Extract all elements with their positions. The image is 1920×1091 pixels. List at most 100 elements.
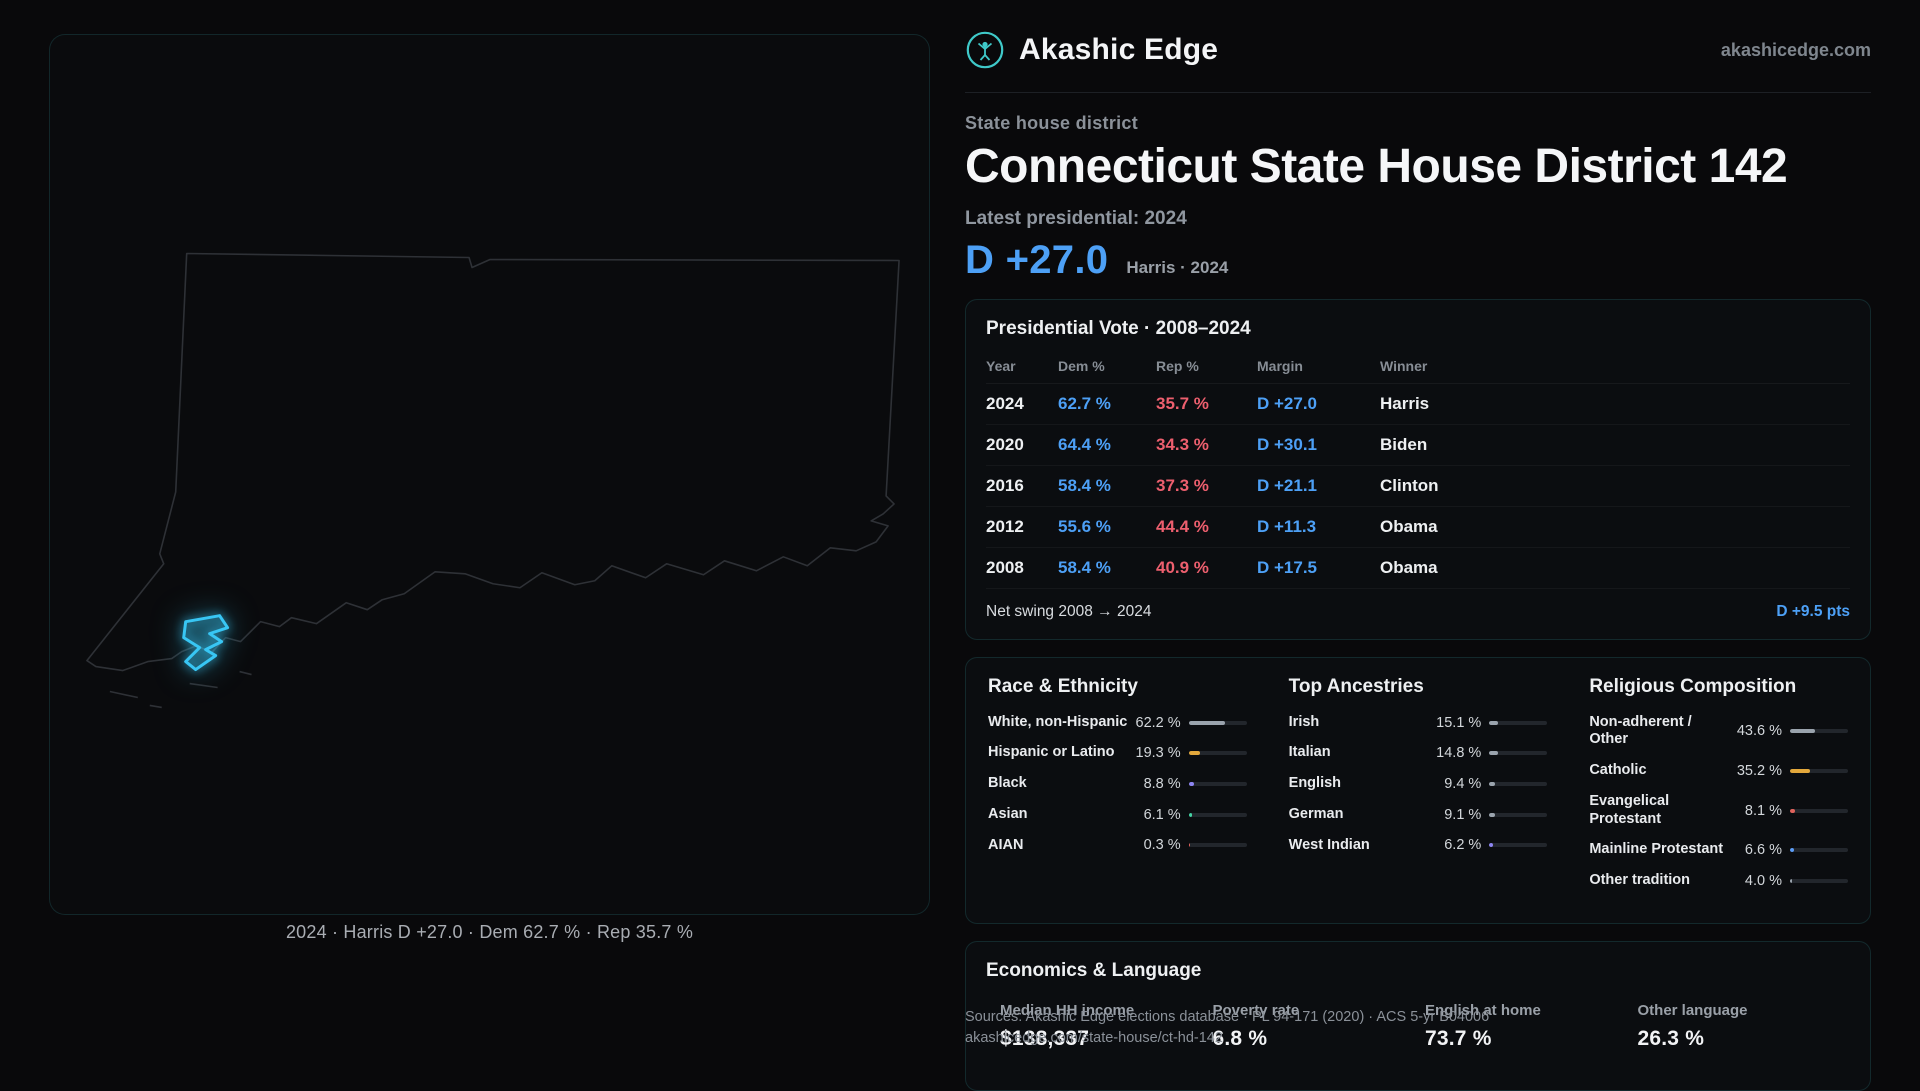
net-swing-row: Net swing 2008 → 2024 D +9.5 pts bbox=[986, 589, 1850, 621]
row-bar bbox=[1489, 843, 1548, 848]
race-row: White, non-Hispanic 62.2 % bbox=[988, 714, 1247, 732]
cell-winner: Harris bbox=[1380, 393, 1430, 413]
religion-row: Catholic 35.2 % bbox=[1589, 762, 1848, 780]
brand-domain-link[interactable]: akashicedge.com bbox=[1720, 39, 1871, 60]
row-value: 6.1 % bbox=[1143, 806, 1181, 823]
table-row: 2012 55.6 % 44.4 % D +11.3 Obama bbox=[986, 507, 1850, 548]
table-row: 2008 58.4 % 40.9 % D +17.5 Obama bbox=[986, 548, 1850, 589]
row-bar bbox=[1489, 751, 1548, 756]
row-value: 9.4 % bbox=[1444, 775, 1482, 792]
stat-label: Poverty rate bbox=[1212, 1001, 1300, 1019]
panel-title: Presidential Vote · 2008–2024 bbox=[986, 317, 1251, 339]
col-header-rep: Rep % bbox=[1156, 357, 1199, 374]
headline: D +27.0 Harris · 2024 bbox=[965, 238, 1871, 283]
latest-label: Latest presidential: 2024 bbox=[965, 207, 1187, 229]
row-label: Evangelical Protestant bbox=[1589, 792, 1670, 827]
religion-column: Religious Composition Non-adherent / Oth… bbox=[1589, 676, 1848, 903]
cell-margin: D +21.1 bbox=[1257, 475, 1318, 495]
cell-margin: D +30.1 bbox=[1257, 434, 1318, 454]
row-label: Mainline Protestant bbox=[1589, 841, 1724, 858]
row-bar bbox=[1789, 729, 1848, 734]
row-label: Asian bbox=[988, 805, 1028, 822]
coastal-island-dash bbox=[239, 670, 252, 676]
row-label: White, non-Hispanic bbox=[988, 713, 1128, 730]
row-label: Catholic bbox=[1589, 762, 1647, 779]
demographics-panel: Race & Ethnicity White, non-Hispanic 62.… bbox=[965, 656, 1871, 924]
race-ethnicity-column: Race & Ethnicity White, non-Hispanic 62.… bbox=[988, 676, 1247, 903]
ancestry-row: Irish 15.1 % bbox=[1289, 714, 1548, 732]
stat-value: 26.3 % bbox=[1637, 1026, 1705, 1050]
cell-year: 2008 bbox=[986, 557, 1024, 577]
row-value: 8.1 % bbox=[1744, 802, 1782, 819]
row-label: West Indian bbox=[1288, 836, 1370, 853]
race-row: Asian 6.1 % bbox=[988, 806, 1247, 824]
coastal-island-dash bbox=[109, 690, 138, 699]
stat-label: Other language bbox=[1637, 1001, 1748, 1019]
row-bar bbox=[1188, 751, 1247, 756]
stat-value: $138,337 bbox=[1000, 1026, 1090, 1050]
row-value: 6.6 % bbox=[1744, 842, 1782, 859]
net-swing-value: D +9.5 pts bbox=[1776, 602, 1850, 620]
column-title: Religious Composition bbox=[1589, 675, 1797, 697]
cell-dem: 64.4 % bbox=[1058, 434, 1111, 454]
stat-value: 6.8 % bbox=[1212, 1026, 1268, 1050]
ancestry-row: German 9.1 % bbox=[1289, 806, 1548, 824]
stat-median-income: Median HH income $138,337 bbox=[1000, 1002, 1213, 1051]
stat-label: English at home bbox=[1425, 1001, 1541, 1019]
table-row: 2016 58.4 % 37.3 % D +21.1 Clinton bbox=[986, 466, 1850, 507]
connecticut-map bbox=[86, 252, 900, 709]
permalink[interactable]: akashicedge.com/state-house/ct-hd-142 bbox=[965, 1030, 1223, 1046]
cell-rep: 40.9 % bbox=[1156, 557, 1209, 577]
row-bar bbox=[1789, 878, 1848, 883]
panel-title: Economics & Language bbox=[986, 959, 1202, 981]
presidential-vote-panel: Presidential Vote · 2008–2024 Year Dem %… bbox=[965, 298, 1871, 640]
stat-english-at-home: English at home 73.7 % bbox=[1425, 1002, 1638, 1051]
economics-panel: Economics & Language Median HH income $1… bbox=[965, 940, 1871, 1091]
row-bar bbox=[1188, 812, 1247, 817]
cell-year: 2024 bbox=[986, 393, 1024, 413]
cell-dem: 58.4 % bbox=[1058, 557, 1111, 577]
cell-winner: Obama bbox=[1380, 516, 1438, 536]
religion-row: Mainline Protestant 6.6 % bbox=[1589, 841, 1848, 859]
cell-rep: 37.3 % bbox=[1156, 475, 1209, 495]
stat-value: 73.7 % bbox=[1425, 1026, 1492, 1050]
row-bar bbox=[1789, 768, 1848, 773]
cell-winner: Biden bbox=[1380, 434, 1428, 454]
district-142-shape[interactable] bbox=[182, 614, 230, 672]
table-row: 2024 62.7 % 35.7 % D +27.0 Harris bbox=[986, 384, 1850, 425]
cell-rep: 35.7 % bbox=[1156, 393, 1209, 413]
headline-sub: Harris · 2024 bbox=[1126, 257, 1229, 277]
race-row: Hispanic or Latino 19.3 % bbox=[988, 744, 1247, 762]
religion-row: Non-adherent / Other 43.6 % bbox=[1589, 714, 1848, 749]
coastal-island-dash bbox=[149, 704, 162, 709]
ancestry-row: Italian 14.8 % bbox=[1289, 744, 1548, 762]
stat-label: Median HH income bbox=[1000, 1001, 1135, 1019]
row-label: AIAN bbox=[988, 836, 1024, 853]
district-map-panel bbox=[49, 34, 930, 915]
cell-rep: 44.4 % bbox=[1156, 516, 1209, 536]
row-value: 0.3 % bbox=[1143, 837, 1181, 854]
row-bar bbox=[1489, 720, 1548, 725]
brand-name: Akashic Edge bbox=[1019, 33, 1219, 66]
row-value: 4.0 % bbox=[1744, 872, 1782, 889]
row-value: 19.3 % bbox=[1135, 745, 1181, 762]
race-row: Black 8.8 % bbox=[988, 775, 1247, 793]
cell-dem: 55.6 % bbox=[1058, 516, 1111, 536]
row-bar bbox=[1789, 808, 1848, 813]
kicker: State house district bbox=[965, 113, 1139, 133]
row-value: 9.1 % bbox=[1444, 806, 1482, 823]
table-row: 2020 64.4 % 34.3 % D +30.1 Biden bbox=[986, 425, 1850, 466]
cell-winner: Clinton bbox=[1380, 475, 1439, 495]
col-header-winner: Winner bbox=[1380, 357, 1428, 374]
site-header: Akashic Edge akashicedge.com bbox=[965, 0, 1871, 70]
race-row: AIAN 0.3 % bbox=[988, 837, 1247, 855]
row-label: Irish bbox=[1288, 713, 1320, 730]
ancestry-row: West Indian 6.2 % bbox=[1289, 837, 1548, 855]
row-label: Non-adherent / Other bbox=[1589, 713, 1692, 748]
stat-other-language: Other language 26.3 % bbox=[1638, 1002, 1851, 1051]
row-bar bbox=[1489, 781, 1548, 786]
col-header-dem: Dem % bbox=[1058, 357, 1105, 374]
cell-margin: D +11.3 bbox=[1257, 516, 1317, 536]
row-value: 15.1 % bbox=[1436, 714, 1482, 731]
